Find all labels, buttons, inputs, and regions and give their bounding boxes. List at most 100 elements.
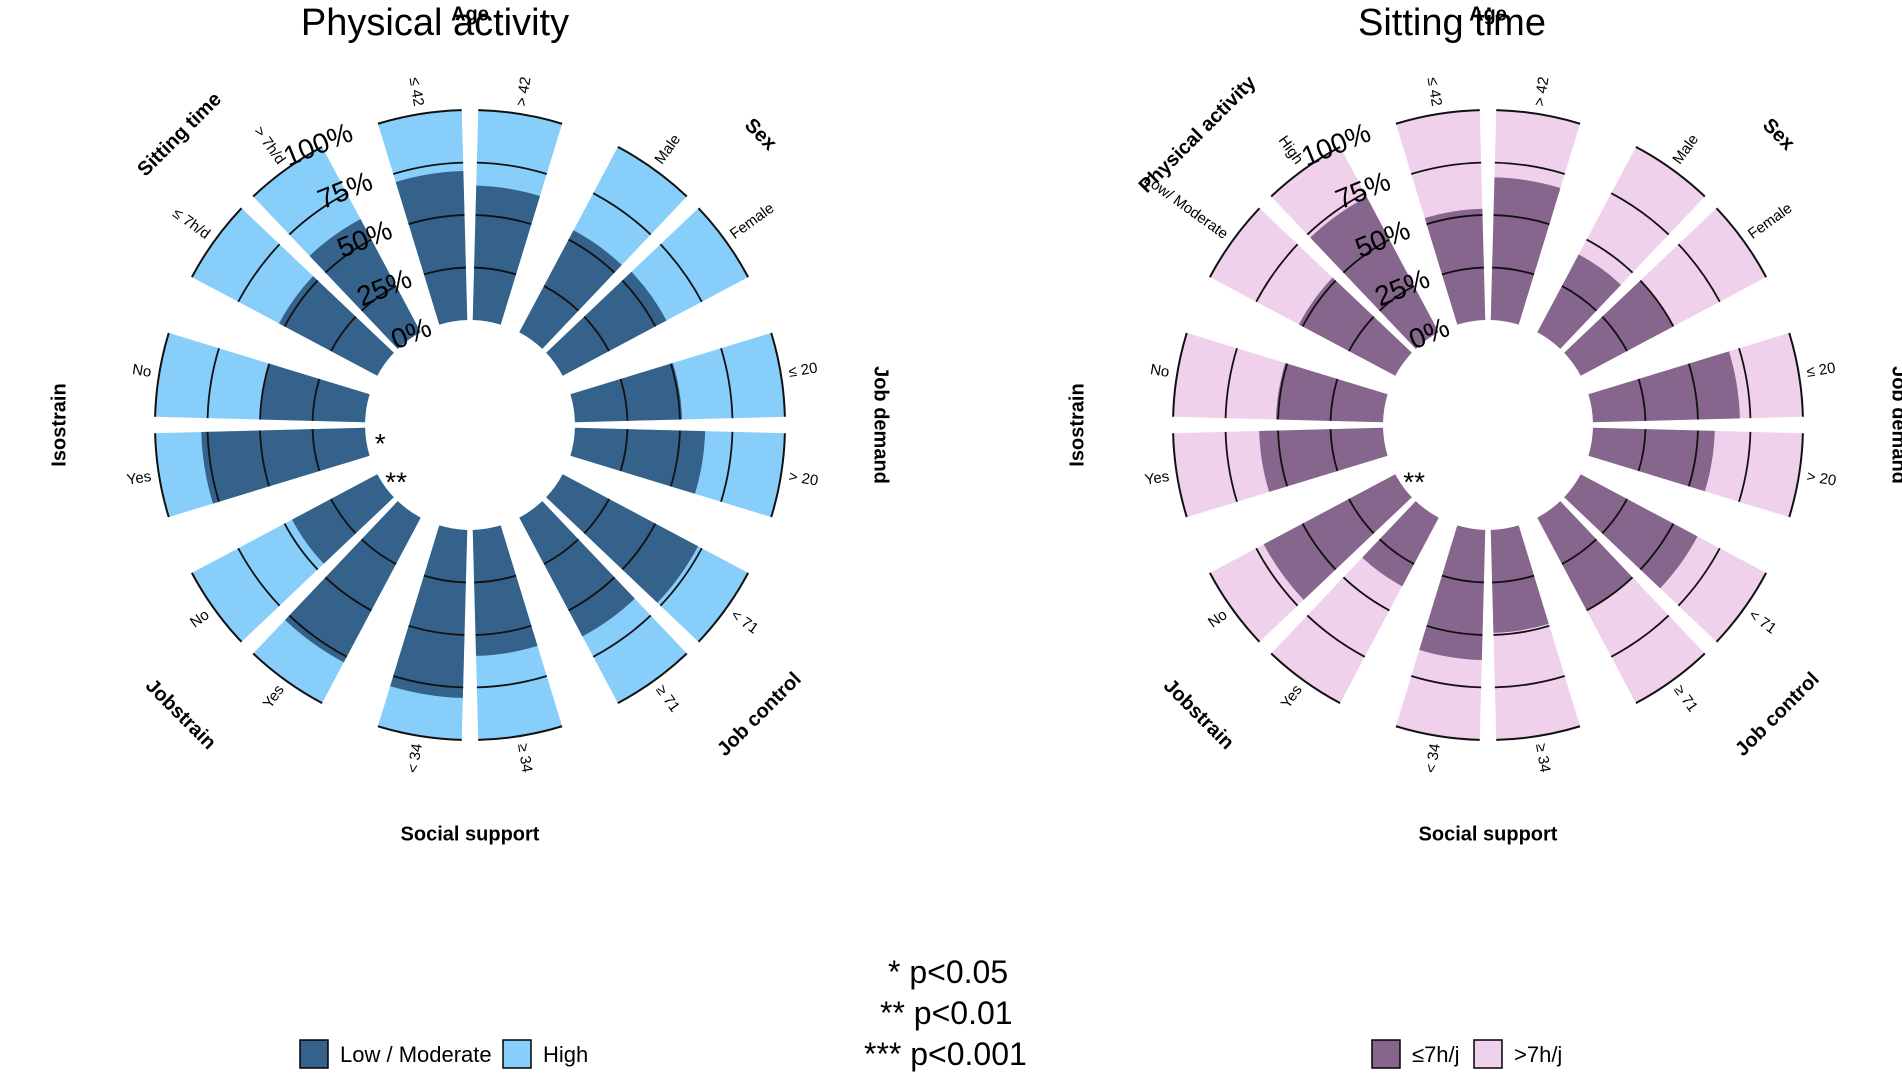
grid-arc-75	[1610, 614, 1670, 658]
grid-arc-75	[1410, 675, 1482, 689]
bar-segment-7h-j	[1298, 277, 1412, 376]
grid-arc-75	[1306, 192, 1366, 236]
grid-arc-25	[1348, 498, 1375, 535]
group-label-age: Age	[1469, 3, 1507, 25]
legend-physical-activity: Low / Moderate High	[299, 1039, 588, 1069]
grid-arc-25	[1637, 378, 1647, 421]
grid-arc-75	[392, 675, 464, 689]
grid-arc-100	[154, 332, 170, 417]
bar-physical-activity-low-moderate	[1208, 207, 1412, 376]
bar-jobstrain-yes	[1270, 501, 1439, 705]
category-label-yes: Yes	[126, 468, 153, 489]
grid-arc-50	[283, 523, 319, 571]
bar-social-support-34	[377, 525, 468, 741]
grid-arc-75	[1255, 547, 1299, 607]
bar-segment-low-moderate	[279, 276, 394, 376]
category-label-71: ≥ 71	[1670, 682, 1701, 716]
group-label-jobstrain: Jobstrain	[1159, 675, 1238, 754]
bar-segment-7h-j	[1310, 196, 1439, 349]
significance-notes: * p<0.05 ** p<0.01 *** p<0.001	[864, 954, 1027, 1072]
bar-social-support-34	[1490, 525, 1581, 741]
grid-arc-75	[720, 431, 734, 503]
bar-segment-low-moderate	[570, 427, 706, 494]
bar-job-demand-20	[570, 427, 786, 518]
grid-arc-50	[259, 363, 271, 420]
grid-arc-100	[697, 207, 750, 278]
category-label-34: ≥ 34	[1532, 742, 1553, 773]
grid-arc-25	[1601, 315, 1628, 352]
grid-arc-100	[478, 725, 563, 741]
category-label-34: < 34	[404, 742, 426, 774]
category-label-71: < 71	[1745, 606, 1779, 637]
bar-job-demand-20	[1588, 427, 1804, 518]
note-p005: * p<0.05	[888, 954, 1008, 990]
legend-sitting-time: ≤7h/j >7h/j	[1371, 1039, 1562, 1069]
category-label-low-moderate: Low/ Moderate	[1141, 171, 1231, 243]
grid-arc-100	[252, 652, 323, 705]
grid-arc-25	[423, 574, 466, 584]
grid-arc-75	[206, 431, 220, 503]
bar-jobstrain-no	[1208, 474, 1412, 643]
grid-arc-50	[475, 214, 532, 226]
grid-arc-75	[1610, 192, 1670, 236]
bar-job-control-71	[519, 501, 688, 705]
grid-arc-100	[478, 109, 563, 125]
grid-arc-100	[617, 652, 688, 705]
grid-arc-75	[1738, 347, 1752, 419]
legend-label-gt-7h: >7h/j	[1514, 1042, 1562, 1067]
grid-arc-75	[592, 192, 652, 236]
grid-arc-50	[324, 576, 372, 612]
significance-marker: *	[375, 428, 386, 459]
category-label-no: No	[131, 361, 153, 381]
bar-age-42	[377, 109, 468, 325]
grid-arc-50	[1301, 523, 1337, 571]
bar-jobstrain-yes	[252, 501, 421, 705]
grid-arc-100	[1496, 109, 1581, 125]
grid-arc-100	[190, 572, 243, 643]
bar-segment-low-moderate	[395, 170, 468, 325]
grid-arc-25	[619, 429, 629, 472]
bar-age-42	[472, 109, 563, 325]
bar-age-42	[1490, 109, 1581, 325]
legend-swatch-low-moderate	[299, 1039, 329, 1069]
grid-arc-50	[1301, 279, 1337, 327]
category-label-42: > 42	[1531, 76, 1553, 108]
bar-segment-low-moderate	[472, 185, 540, 325]
grid-arc-25	[1601, 498, 1628, 535]
grid-arc-50	[568, 576, 616, 612]
significance-marker: **	[1403, 467, 1425, 498]
group-label-isostrain: Isostrain	[1066, 383, 1088, 466]
group-label-job-demand: Job demand	[1888, 366, 1902, 484]
grid-arc-25	[543, 538, 580, 565]
grid-arc-100	[617, 145, 688, 198]
category-label-71: ≥ 71	[652, 682, 683, 716]
sitting-time-chart: Sitting time Age ≤ 42 > 42 Sex Male Female Job…	[1066, 2, 1902, 845]
grid-arc-50	[324, 238, 372, 274]
grid-arc-50	[568, 238, 616, 274]
group-label-job-control: Job control	[713, 668, 806, 761]
grid-arc-50	[1586, 238, 1634, 274]
category-label-no: No	[187, 606, 213, 631]
category-label-71: < 71	[727, 606, 761, 637]
category-label-no: No	[1149, 361, 1171, 381]
bar-segment-low-moderate	[519, 501, 635, 637]
bar-social-support-34	[1395, 525, 1486, 741]
grid-arc-50	[669, 430, 681, 487]
grid-arc-50	[1277, 363, 1289, 420]
grid-arc-75	[1494, 161, 1566, 175]
grid-arc-75	[1738, 431, 1752, 503]
group-label-isostrain: Isostrain	[48, 383, 70, 466]
grid-arc-25	[1348, 315, 1375, 352]
group-label-job-control: Job control	[1731, 668, 1824, 761]
bar-sitting-time-7h-d	[252, 145, 421, 349]
legend-swatch-gt-7h	[1473, 1039, 1503, 1069]
grid-arc-75	[1224, 347, 1238, 419]
bar-segment-7h-j	[1588, 427, 1715, 492]
legend-label-le-7h: ≤7h/j	[1412, 1042, 1460, 1067]
grid-arc-25	[474, 574, 517, 584]
bar-job-demand-20	[570, 332, 786, 423]
grid-arc-100	[770, 433, 786, 518]
category-label-42: ≤ 42	[406, 76, 427, 107]
grid-arc-75	[1410, 161, 1482, 175]
